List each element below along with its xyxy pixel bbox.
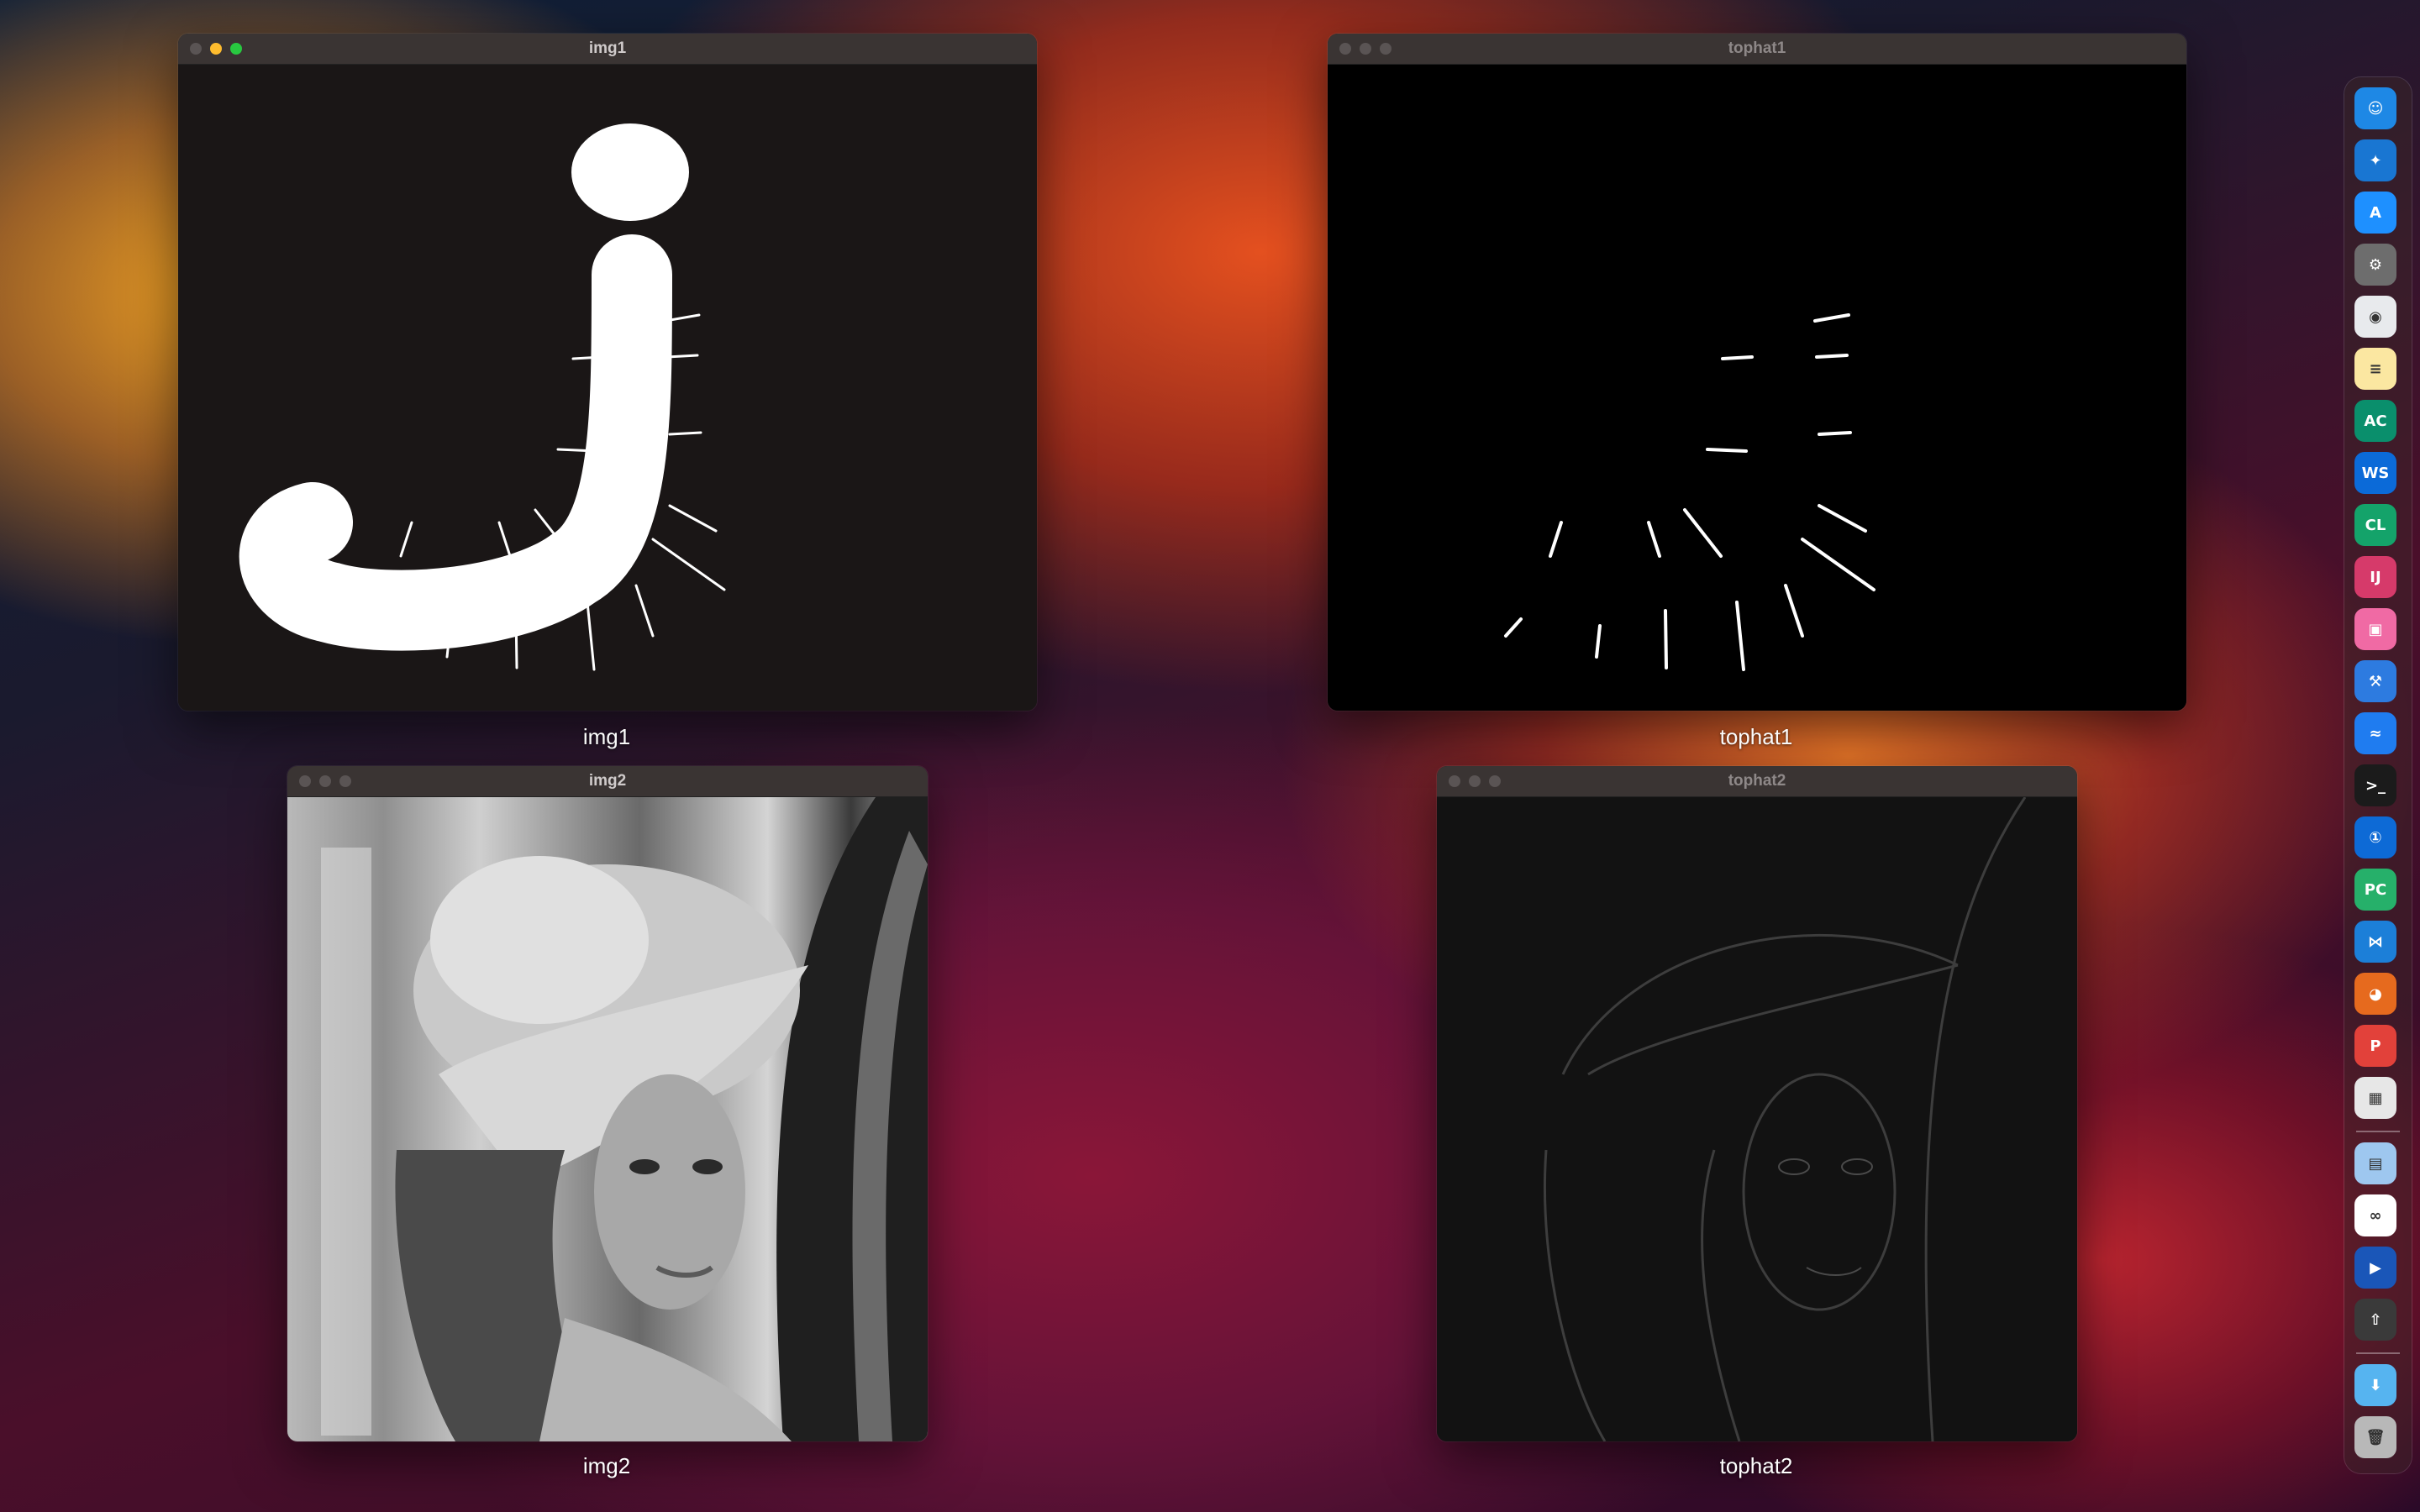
finder-icon[interactable]: ☺ bbox=[2354, 87, 2396, 129]
rocket-icon[interactable]: ⇧ bbox=[2354, 1299, 2396, 1341]
baidu-netdisk-icon[interactable]: ∞ bbox=[2354, 1194, 2396, 1236]
minimize-button[interactable] bbox=[319, 775, 331, 787]
titlebar[interactable]: tophat1 bbox=[1328, 34, 2186, 65]
titlebar[interactable]: img2 bbox=[287, 766, 928, 797]
trash-icon[interactable]: 🗑 bbox=[2354, 1416, 2396, 1458]
terminal-icon[interactable]: >_ bbox=[2354, 764, 2396, 806]
image-canvas-tophat2 bbox=[1437, 796, 2077, 1441]
minimize-button[interactable] bbox=[1360, 43, 1371, 55]
notes-icon[interactable]: ≡ bbox=[2354, 348, 2396, 390]
chrome-icon[interactable]: ◉ bbox=[2354, 296, 2396, 338]
dock: ☺ ✦ A ⚙ ◉ ≡ AC WS CL IJ ▣ ⚒ ≈ >_ ① PC ⋈ ◕ P ▦ ▤ ∞ ▶ ⇧ ⬇ 🗑 bbox=[2344, 77, 2412, 1473]
clion-icon[interactable]: CL bbox=[2354, 504, 2396, 546]
portrait-image bbox=[321, 797, 928, 1441]
tencent-meeting-icon[interactable]: ≈ bbox=[2354, 712, 2396, 754]
titlebar[interactable]: tophat2 bbox=[1437, 766, 2077, 797]
maximize-button[interactable] bbox=[339, 775, 351, 787]
pdf-expert-icon[interactable]: P bbox=[2354, 1025, 2396, 1067]
image-canvas-tophat1 bbox=[1328, 65, 2186, 711]
preview-icon[interactable]: ▤ bbox=[2354, 1142, 2396, 1184]
minimize-button[interactable] bbox=[1469, 775, 1481, 787]
titlebar[interactable]: img1 bbox=[178, 34, 1037, 65]
downloads-folder-icon[interactable]: ⬇ bbox=[2354, 1364, 2396, 1406]
dock-separator bbox=[2356, 1131, 2400, 1132]
window-title: img2 bbox=[588, 772, 627, 790]
webstorm-icon[interactable]: WS bbox=[2354, 452, 2396, 494]
caption-tophat2: tophat2 bbox=[1719, 1453, 1793, 1478]
caption-img2: img2 bbox=[582, 1453, 631, 1478]
close-button[interactable] bbox=[299, 775, 311, 787]
1password-icon[interactable]: ① bbox=[2354, 816, 2396, 858]
maximize-button[interactable] bbox=[1489, 775, 1501, 787]
intellij-icon[interactable]: IJ bbox=[2354, 556, 2396, 598]
dock-separator bbox=[2356, 1352, 2400, 1354]
image-canvas-img2 bbox=[287, 797, 928, 1441]
close-button[interactable] bbox=[1339, 43, 1351, 55]
minimize-button[interactable] bbox=[210, 43, 222, 55]
image-canvas-img1 bbox=[178, 65, 1037, 711]
firefox-icon[interactable]: ◕ bbox=[2354, 973, 2396, 1015]
close-button[interactable] bbox=[1449, 775, 1460, 787]
pycharm-icon[interactable]: PC bbox=[2354, 869, 2396, 911]
infuse-icon[interactable]: ▶ bbox=[2354, 1247, 2396, 1289]
window-title: tophat1 bbox=[1728, 39, 1786, 57]
vscode-icon[interactable]: ⋈ bbox=[2354, 921, 2396, 963]
launchpad-icon[interactable]: ▦ bbox=[2354, 1077, 2396, 1119]
window-img1[interactable]: img1 bbox=[178, 34, 1037, 711]
xcode-icon[interactable]: ⚒ bbox=[2354, 660, 2396, 702]
appcode-icon[interactable]: AC bbox=[2354, 400, 2396, 442]
caption-tophat1: tophat1 bbox=[1719, 724, 1793, 749]
system-settings-icon[interactable]: ⚙ bbox=[2354, 244, 2396, 286]
window-title: img1 bbox=[588, 39, 627, 57]
caption-img1: img1 bbox=[582, 724, 631, 749]
maximize-button[interactable] bbox=[230, 43, 242, 55]
window-tophat1[interactable]: tophat1 bbox=[1328, 34, 2186, 711]
tophat2-image bbox=[1543, 796, 2027, 1441]
window-title: tophat2 bbox=[1728, 772, 1786, 790]
letter-j-image bbox=[239, 123, 726, 671]
close-button[interactable] bbox=[190, 43, 202, 55]
window-img2[interactable]: img2 bbox=[287, 766, 928, 1441]
safari-icon[interactable]: ✦ bbox=[2354, 139, 2396, 181]
window-tophat2[interactable]: tophat2 bbox=[1437, 766, 2077, 1441]
cleanmymac-icon[interactable]: ▣ bbox=[2354, 608, 2396, 650]
app-store-icon[interactable]: A bbox=[2354, 192, 2396, 234]
maximize-button[interactable] bbox=[1380, 43, 1392, 55]
tophat1-image bbox=[1504, 313, 1876, 671]
